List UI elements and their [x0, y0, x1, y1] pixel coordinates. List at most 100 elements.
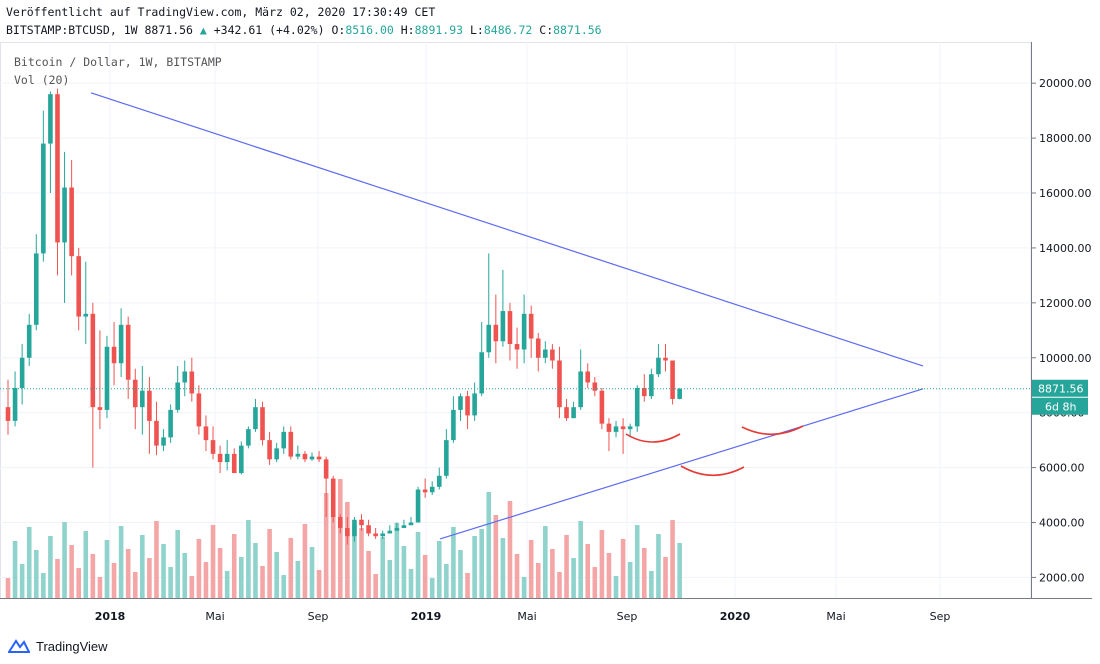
x-tick-label: 2020: [720, 610, 751, 623]
candle-body: [140, 390, 145, 408]
volume-bar: [634, 525, 640, 598]
volume-bar: [394, 523, 400, 598]
trendline-upper: [90, 92, 924, 367]
candle-body: [493, 324, 499, 342]
publish-info: Veröffentlicht auf TradingView.com, März…: [6, 5, 436, 19]
close-label: C:: [539, 23, 554, 37]
volume-bar: [26, 527, 32, 598]
candle-body: [528, 313, 534, 339]
tradingview-logo-icon: [8, 639, 30, 653]
candle-body: [147, 390, 152, 421]
volume-bar: [606, 553, 612, 598]
brand-name: TradingView: [36, 638, 108, 654]
high-label: H:: [400, 23, 415, 37]
candle-body: [670, 360, 675, 399]
candle-body: [613, 426, 619, 432]
candle-body: [5, 407, 11, 421]
candle-body: [444, 440, 449, 476]
volume-bar: [140, 535, 145, 598]
candle-body: [521, 313, 527, 350]
volume-bar: [104, 540, 110, 598]
chart-title: Bitcoin / Dollar, 1W, BITSTAMP: [14, 55, 222, 69]
volume-bar: [90, 554, 96, 598]
candle-body: [394, 527, 400, 531]
volume-bar: [274, 552, 279, 598]
volume-bar: [182, 553, 188, 598]
volume-bar: [592, 567, 598, 598]
y-tick-label: 14000.00: [1039, 242, 1092, 255]
candle-body: [408, 522, 414, 526]
candle-body: [239, 445, 244, 474]
high-value: 8891.93: [414, 23, 464, 37]
volume-bar: [210, 525, 216, 598]
annotation-arc-head: [680, 465, 745, 476]
candle-body: [677, 388, 682, 399]
y-tick-label: 16000.00: [1039, 187, 1092, 200]
candle-body: [132, 379, 138, 408]
volume-bar: [239, 557, 244, 598]
y-tick-label: 4000.00: [1039, 516, 1085, 529]
candle-body: [55, 94, 60, 243]
candle-body: [69, 187, 74, 257]
candle-body: [19, 357, 25, 388]
countdown-label: 6d 8h: [1045, 401, 1076, 414]
tradingview-branding[interactable]: TradingView: [8, 638, 108, 654]
candle-body: [217, 453, 223, 463]
volume-bar: [451, 527, 456, 598]
volume-bar: [147, 558, 152, 598]
volume-bar: [97, 577, 103, 598]
candle-body: [323, 459, 329, 479]
change-arrow-icon: ▲: [199, 23, 207, 37]
volume-bar: [330, 516, 336, 598]
candle-body: [302, 453, 308, 460]
volume-bar: [260, 566, 265, 598]
candle-body: [295, 453, 301, 457]
volume-bar: [578, 521, 583, 598]
price-change: +342.61 (+4.02%): [213, 23, 325, 37]
last-price-badge: [1032, 379, 1088, 397]
candle-body: [543, 349, 548, 358]
candle-body: [472, 393, 477, 416]
volume-bar: [415, 532, 421, 598]
candle-body: [175, 382, 180, 410]
volume-bar: [295, 561, 301, 598]
volume-bar: [500, 538, 506, 598]
volume-bar: [366, 551, 371, 598]
x-tick-label: Sep: [617, 610, 638, 623]
candle-body: [500, 311, 506, 342]
volume-bar: [281, 575, 287, 598]
candle-body: [401, 525, 407, 528]
candle-body: [550, 349, 555, 361]
volume-bar: [161, 544, 166, 598]
volume-bar: [48, 536, 53, 598]
candle-body: [458, 396, 463, 410]
candle-body: [649, 374, 654, 397]
volume-bar: [302, 524, 308, 598]
volume-bar: [19, 564, 25, 598]
low-label: L:: [470, 23, 484, 37]
volume-bar: [62, 522, 67, 598]
volume-bar: [69, 545, 74, 598]
volume-bar: [125, 549, 131, 598]
candle-body: [514, 344, 520, 350]
candle-body: [571, 407, 576, 419]
y-tick-label: 10000.00: [1039, 352, 1092, 365]
x-tick-label: Mai: [826, 610, 845, 623]
candle-body: [288, 431, 294, 457]
y-tick-label: 6000.00: [1039, 462, 1085, 475]
volume-bar: [649, 571, 654, 598]
candle-body: [62, 187, 67, 243]
candle-body: [486, 324, 492, 353]
candle-body: [224, 453, 230, 463]
x-tick-label: Sep: [308, 610, 329, 623]
candle-body: [274, 448, 279, 460]
y-tick-label: 12000.00: [1039, 297, 1092, 310]
volume-bar: [677, 543, 682, 598]
x-tick-label: 2018: [95, 610, 126, 623]
candle-body: [663, 357, 668, 361]
volume-bar: [33, 550, 39, 598]
candle-body: [366, 525, 371, 534]
volume-bar: [253, 543, 258, 598]
ohlc-header: BITSTAMP:BTCUSD, 1W 8871.56 ▲ +342.61 (+…: [6, 23, 602, 37]
